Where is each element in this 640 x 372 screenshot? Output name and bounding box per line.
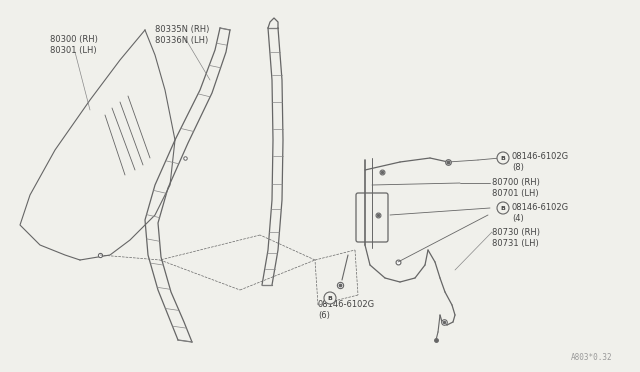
Text: 08146-6102G
(6): 08146-6102G (6) — [318, 300, 375, 320]
Circle shape — [497, 202, 509, 214]
Text: A803*0.32: A803*0.32 — [570, 353, 612, 362]
Text: 08146-6102G
(4): 08146-6102G (4) — [512, 203, 569, 223]
Text: 08146-6102G
(8): 08146-6102G (8) — [512, 152, 569, 172]
Text: B: B — [500, 205, 506, 211]
Text: B: B — [328, 295, 332, 301]
Text: 80700 (RH)
80701 (LH): 80700 (RH) 80701 (LH) — [492, 178, 540, 198]
Text: 80335N (RH)
80336N (LH): 80335N (RH) 80336N (LH) — [155, 25, 209, 45]
Text: 80730 (RH)
80731 (LH): 80730 (RH) 80731 (LH) — [492, 228, 540, 248]
Text: B: B — [500, 155, 506, 160]
Circle shape — [324, 292, 336, 304]
Text: 80300 (RH)
80301 (LH): 80300 (RH) 80301 (LH) — [50, 35, 98, 55]
Circle shape — [497, 152, 509, 164]
